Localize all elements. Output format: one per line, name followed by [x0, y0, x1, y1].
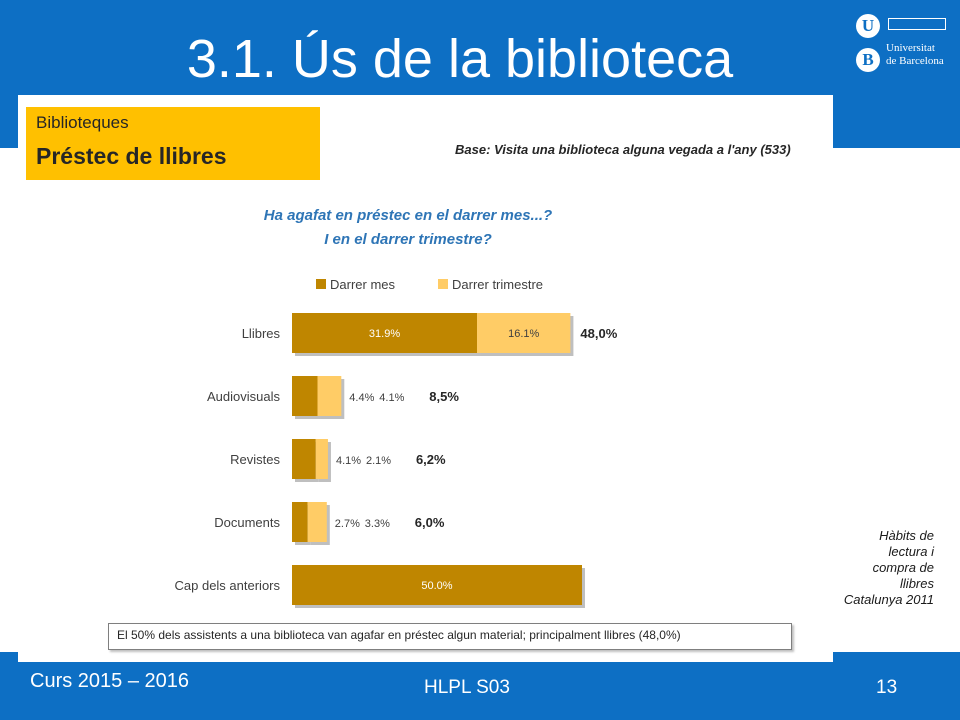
session-label: HLPL S03 — [424, 677, 510, 698]
data-label: 4.4% — [349, 392, 374, 404]
category-label: Llibres — [242, 326, 281, 341]
logo-letter-b: B — [856, 48, 880, 72]
total-label: 6,0% — [415, 515, 445, 530]
slide-title: 3.1. Ús de la biblioteca — [186, 29, 734, 89]
data-label: 2.7% — [335, 518, 360, 530]
bar-segment — [477, 313, 571, 353]
university-logo: U B Universitat de Barcelona — [850, 10, 960, 78]
logo-line-2: de Barcelona — [886, 55, 944, 67]
bar-segment — [292, 502, 308, 542]
legend-label-2: Darrer trimestre — [452, 277, 543, 292]
panel-header: Biblioteques Préstec de llibres — [26, 107, 320, 180]
total-label: 48,0% — [580, 326, 617, 341]
stacked-bar-chart: Darrer mes Darrer trimestre Llibres 31.9% 16… — [175, 277, 618, 608]
logo-letter-u: U — [856, 14, 880, 38]
chart-panel: Biblioteques Préstec de llibres Base: Vi… — [18, 95, 833, 662]
total-label: 6,2% — [416, 452, 446, 467]
footer-band — [0, 652, 960, 720]
building-icon — [888, 18, 946, 30]
category-label: Documents — [214, 515, 280, 530]
data-label: 31.9% — [369, 328, 400, 340]
base-note: Base: Visita una biblioteca alguna vegad… — [455, 142, 791, 157]
data-label: 50.0% — [421, 580, 452, 592]
course-label: Curs 2015 – 2016 — [30, 670, 190, 692]
data-label: 2.1% — [366, 455, 391, 467]
data-label: 4.1% — [379, 392, 404, 404]
bar-segment — [292, 439, 316, 479]
page-number: 13 — [876, 677, 898, 698]
bar-segment — [292, 313, 478, 353]
bar-segment — [307, 502, 327, 542]
question-line-2: I en el darrer trimestre? — [324, 231, 492, 248]
data-label: 4.1% — [336, 455, 361, 467]
source-note: Hàbits de lectura i compra de llibres Ca… — [843, 528, 934, 607]
legend-swatch-1 — [316, 279, 326, 289]
data-label: 16.1% — [508, 328, 539, 340]
logo-line-1: Universitat — [886, 42, 935, 54]
panel-header-subtitle: Biblioteques — [36, 113, 129, 132]
bar-segment — [317, 376, 342, 416]
category-label: Audiovisuals — [207, 389, 280, 404]
legend-label-1: Darrer mes — [330, 277, 396, 292]
legend-swatch-2 — [438, 279, 448, 289]
data-label: 3.3% — [365, 518, 390, 530]
category-label: Cap dels anteriors — [175, 578, 281, 593]
category-label: Revistes — [230, 452, 280, 467]
panel-header-title: Préstec de llibres — [36, 143, 227, 169]
bar-segment — [292, 376, 318, 416]
bar-segment — [292, 565, 582, 605]
footnote-box: El 50% dels assistents a una biblioteca … — [108, 623, 792, 650]
total-label: 8,5% — [429, 389, 459, 404]
question-line-1: Ha agafat en préstec en el darrer mes...… — [263, 207, 553, 224]
footnote-text: El 50% dels assistents a una biblioteca … — [117, 628, 681, 642]
bar-segment — [315, 439, 328, 479]
